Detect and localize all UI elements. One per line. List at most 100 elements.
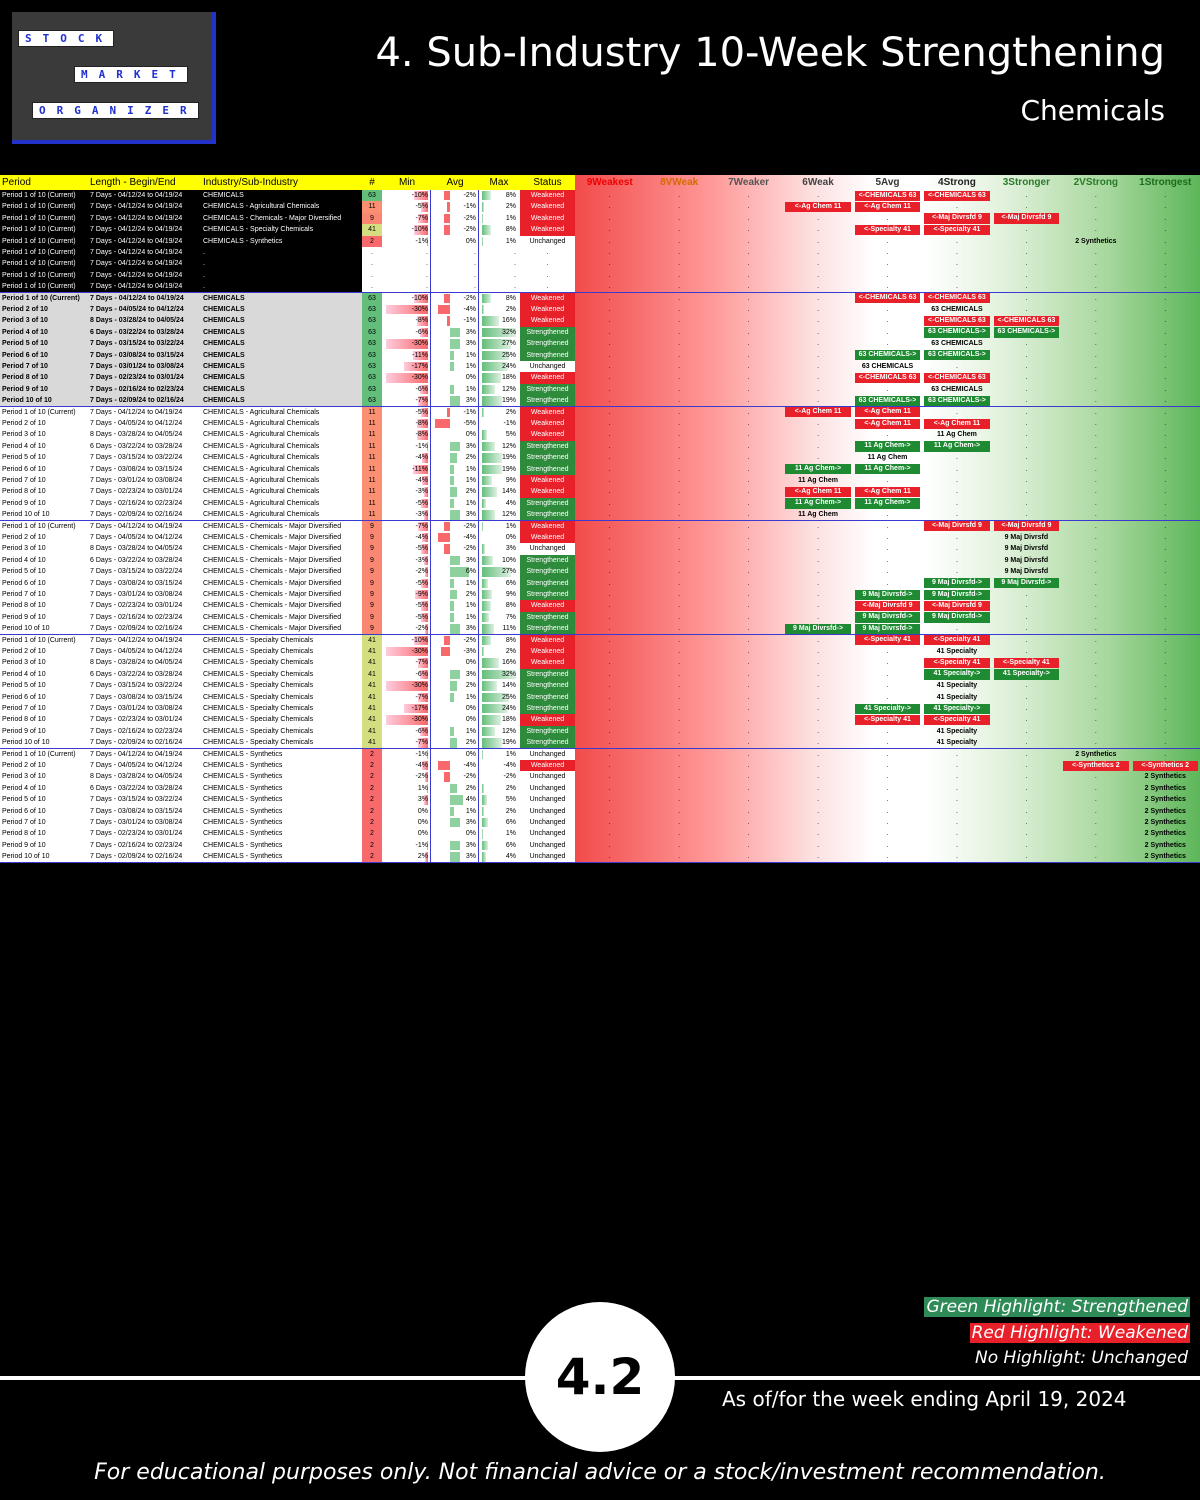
rank-cell: . xyxy=(955,488,958,496)
rank-cell: . xyxy=(747,237,750,245)
value-cell: . xyxy=(514,260,516,268)
count-cell: 9 xyxy=(362,554,382,567)
rank-cell: . xyxy=(1025,784,1028,792)
value-cell: 1% xyxy=(417,784,428,792)
status-cell: Weakened xyxy=(520,201,575,213)
title: 4. Sub-Industry 10-Week Strengthening xyxy=(375,30,1165,76)
rank-cell: . xyxy=(817,727,820,735)
rank-cell: . xyxy=(1094,739,1097,747)
data-bar xyxy=(482,624,494,634)
count-cell: 11 xyxy=(362,463,382,475)
rank-cell: . xyxy=(1094,283,1097,291)
data-bar xyxy=(482,464,503,474)
value-cell: 4% xyxy=(505,499,516,507)
rank-cell: . xyxy=(678,807,681,815)
count-cell: 63 xyxy=(362,304,382,316)
rank-cell: . xyxy=(747,477,750,484)
rank-cell: . xyxy=(678,625,681,633)
rank-cell: 2 Synthetics xyxy=(1144,830,1186,838)
row-shade xyxy=(0,361,362,373)
count-cell: 2 xyxy=(362,794,382,806)
rank-cell: . xyxy=(678,750,681,758)
rank-cell: . xyxy=(886,522,889,530)
value-cell: -17% xyxy=(411,705,428,712)
row-shade xyxy=(0,224,362,236)
count-cell: 9 xyxy=(362,520,382,532)
data-bar xyxy=(450,476,454,486)
value-cell: -30% xyxy=(411,306,428,313)
rank-cell: . xyxy=(1094,568,1097,576)
data-bar xyxy=(418,213,428,224)
rank-cell: <-Maj Divrsfd 9 xyxy=(993,521,1060,532)
rank-cell: . xyxy=(817,556,820,564)
rank-cell: . xyxy=(817,522,820,530)
rank-cell: . xyxy=(1164,385,1167,393)
rank-cell: . xyxy=(1094,670,1097,678)
rank-cell: . xyxy=(886,568,889,576)
cell: Period 3 of 10 xyxy=(2,659,46,667)
value-cell: 32% xyxy=(501,670,516,678)
cell: CHEMICALS - Synthetics xyxy=(203,796,283,804)
value-cell: -3% xyxy=(415,556,428,564)
data-bar xyxy=(425,624,428,634)
cell: CHEMICALS - Specialty Chemicals xyxy=(203,716,314,724)
rank-cell: . xyxy=(1094,705,1097,712)
rank-cell: 63 CHEMICALS-> xyxy=(854,395,921,407)
column-header: Max xyxy=(489,177,509,188)
rank-cell: . xyxy=(1094,591,1097,598)
rank-cell: . xyxy=(678,249,681,256)
rank-cell: . xyxy=(1164,499,1167,507)
value-cell: 1% xyxy=(465,363,476,370)
rank-cell: . xyxy=(608,705,611,712)
rank-cell: . xyxy=(817,260,820,268)
rank-cell: . xyxy=(886,545,889,553)
rank-cell: . xyxy=(747,328,750,336)
row-shade xyxy=(0,235,362,247)
value-cell: 2% xyxy=(505,306,516,313)
count-cell: 63 xyxy=(362,292,382,304)
rank-cell: . xyxy=(817,796,820,804)
status-cell: Strengthened xyxy=(520,452,575,464)
rank-cell: 11 Ag Chem xyxy=(867,454,908,462)
value-cell: 0% xyxy=(465,716,476,724)
rank-cell: 41 Specialty-> xyxy=(993,669,1060,680)
rank-cell: . xyxy=(1025,830,1028,838)
value-cell: 19% xyxy=(501,739,516,747)
cell: CHEMICALS - Agricultural Chemicals xyxy=(203,465,320,473)
cell: 7 Days - 02/16/24 to 02/23/24 xyxy=(90,841,183,849)
cell: 7 Days - 03/01/24 to 03/08/24 xyxy=(90,477,183,484)
column-header: 5Avg xyxy=(875,177,900,188)
rank-cell: . xyxy=(608,602,611,610)
rank-cell: . xyxy=(747,340,750,348)
count-cell: 2 xyxy=(362,782,382,795)
rank-cell: . xyxy=(1094,636,1097,644)
value-cell: -3% xyxy=(415,511,428,519)
data-bar xyxy=(419,669,428,680)
rank-cell: . xyxy=(608,648,611,655)
cell: CHEMICALS - Agricultural Chemicals xyxy=(203,420,320,427)
rank-cell: . xyxy=(886,853,889,861)
cell: Period 7 of 10 xyxy=(2,363,48,370)
data-bar xyxy=(450,567,470,577)
rank-cell: . xyxy=(747,659,750,667)
rank-cell: . xyxy=(955,830,958,838)
column-header: Industry/Sub-Industry xyxy=(203,177,299,188)
cell: Period 5 of 10 xyxy=(2,568,46,576)
value-cell: 12% xyxy=(501,511,516,519)
data-bar xyxy=(482,430,488,440)
data-bar xyxy=(482,373,502,383)
rank-cell: . xyxy=(817,363,820,370)
rank-cell: 41 Specialty-> xyxy=(924,669,990,680)
count-cell: 9 xyxy=(362,623,382,635)
value-cell: -1% xyxy=(463,203,476,211)
cell: 7 Days - 04/05/24 to 04/12/24 xyxy=(90,306,184,313)
rank-cell: . xyxy=(678,648,681,655)
data-bar xyxy=(482,612,490,623)
rank-cell: . xyxy=(1025,853,1028,861)
status-cell: Strengthened xyxy=(520,349,575,361)
cell: CHEMICALS xyxy=(203,294,245,302)
data-bar xyxy=(419,726,428,737)
cell: Period 2 of 10 xyxy=(2,648,46,655)
value-cell: -1% xyxy=(415,750,428,758)
value-cell: -6% xyxy=(415,328,428,336)
